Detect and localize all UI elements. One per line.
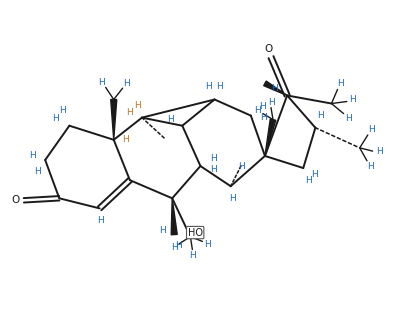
Text: H: H <box>167 115 173 124</box>
Text: H: H <box>271 84 278 93</box>
Text: H: H <box>305 177 311 185</box>
Text: H: H <box>189 251 196 260</box>
Text: H: H <box>210 165 217 174</box>
Text: H: H <box>52 114 59 123</box>
Text: H: H <box>29 151 35 160</box>
Text: H: H <box>259 102 266 111</box>
Text: H: H <box>239 162 245 171</box>
Text: H: H <box>345 114 352 123</box>
Text: H: H <box>123 79 130 88</box>
Text: H: H <box>337 79 344 88</box>
Text: H: H <box>98 78 105 87</box>
Text: H: H <box>205 82 212 91</box>
Text: H: H <box>210 154 217 163</box>
Text: HO: HO <box>188 227 203 237</box>
Polygon shape <box>171 198 177 235</box>
Text: H: H <box>126 108 133 117</box>
Text: H: H <box>260 113 267 122</box>
Text: H: H <box>35 167 41 176</box>
Text: H: H <box>254 106 261 115</box>
Text: H: H <box>171 243 178 252</box>
Text: H: H <box>159 226 166 235</box>
Text: H: H <box>123 134 129 144</box>
Polygon shape <box>111 99 117 140</box>
Text: H: H <box>175 241 182 250</box>
Text: H: H <box>349 95 356 104</box>
Text: H: H <box>59 106 65 115</box>
Text: H: H <box>268 98 274 107</box>
Polygon shape <box>265 119 276 156</box>
Text: H: H <box>229 194 236 203</box>
Polygon shape <box>264 81 287 96</box>
Text: H: H <box>317 111 324 120</box>
Text: H: H <box>368 125 374 134</box>
Text: H: H <box>134 101 141 110</box>
Text: O: O <box>12 195 20 205</box>
Text: H: H <box>216 82 223 91</box>
Text: H: H <box>204 240 211 249</box>
Text: H: H <box>97 216 104 225</box>
Text: H: H <box>367 162 374 171</box>
Text: O: O <box>265 44 273 54</box>
Text: H: H <box>376 147 382 156</box>
Text: H: H <box>311 169 318 179</box>
